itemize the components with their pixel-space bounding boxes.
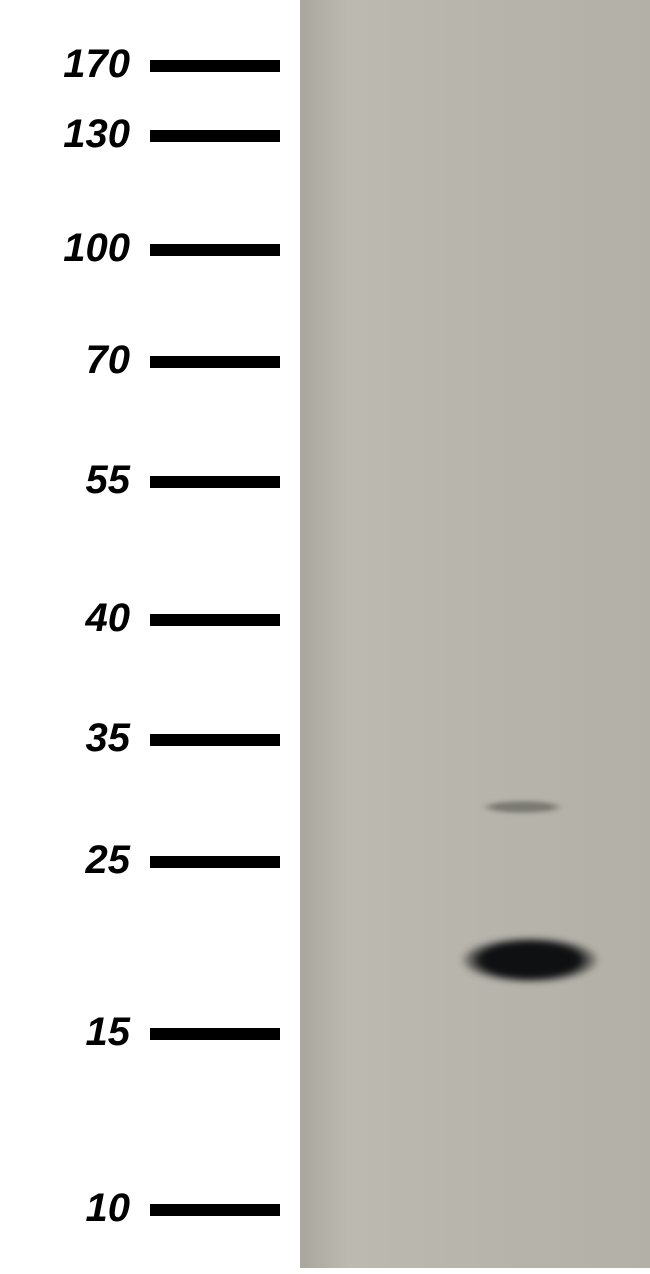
mw-label-100: 100 xyxy=(10,226,130,271)
mw-tick-130 xyxy=(150,130,280,142)
mw-tick-70 xyxy=(150,356,280,368)
mw-ladder: 170 130 100 70 55 40 35 25 15 10 xyxy=(0,0,300,1274)
mw-tick-40 xyxy=(150,614,280,626)
mw-tick-100 xyxy=(150,244,280,256)
mw-tick-25 xyxy=(150,856,280,868)
faint-upper-band xyxy=(475,800,570,814)
mw-tick-55 xyxy=(150,476,280,488)
mw-label-40: 40 xyxy=(10,596,130,641)
mw-label-10: 10 xyxy=(10,1186,130,1231)
mw-label-35: 35 xyxy=(10,716,130,761)
mw-label-170: 170 xyxy=(10,42,130,87)
mw-label-15: 15 xyxy=(10,1010,130,1055)
blot-membrane xyxy=(300,0,650,1268)
mw-label-25: 25 xyxy=(10,838,130,883)
mw-label-70: 70 xyxy=(10,338,130,383)
mw-tick-10 xyxy=(150,1204,280,1216)
mw-tick-15 xyxy=(150,1028,280,1040)
mw-label-55: 55 xyxy=(10,458,130,503)
main-lower-band xyxy=(450,935,610,985)
mw-tick-35 xyxy=(150,734,280,746)
mw-label-130: 130 xyxy=(10,112,130,157)
western-blot-figure: 170 130 100 70 55 40 35 25 15 10 xyxy=(0,0,650,1274)
membrane-background xyxy=(300,0,650,1268)
mw-tick-170 xyxy=(150,60,280,72)
